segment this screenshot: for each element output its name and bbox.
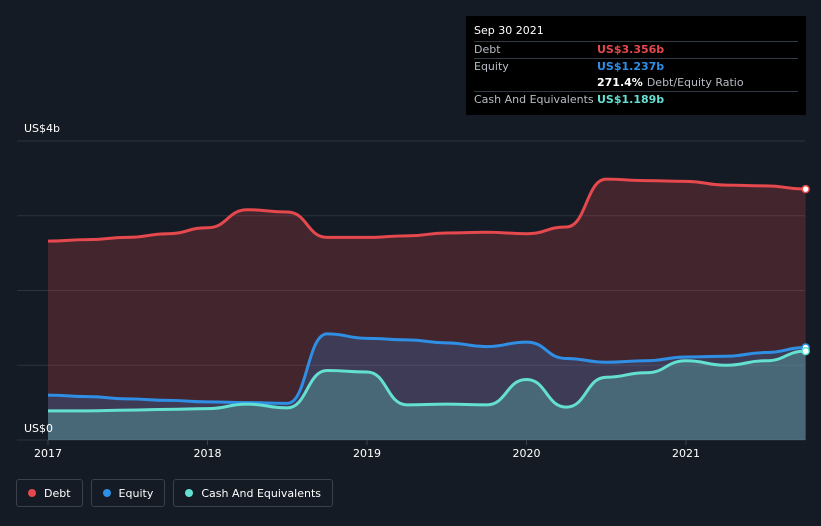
tooltip-cash-label: Cash And Equivalents xyxy=(474,93,594,106)
tooltip-debt-label: Debt xyxy=(474,43,501,56)
tooltip-row-equity: Equity US$1.237b xyxy=(474,58,798,75)
equity-line xyxy=(47,332,806,405)
equity-area xyxy=(48,333,806,440)
equity-dot-icon xyxy=(102,489,111,497)
tooltip-ratio-label: Debt/Equity Ratio xyxy=(646,76,744,89)
tooltip-debt-value: US$3.356b xyxy=(597,43,665,56)
legend-item-debt[interactable]: Debt xyxy=(16,479,83,507)
cash-dot-icon xyxy=(185,489,194,497)
tooltip-row-debt: Debt US$3.356b xyxy=(474,41,798,58)
legend-label-equity: Equity xyxy=(118,486,154,500)
tooltip-cash-value: US$1.189b xyxy=(597,93,665,106)
tooltip-row-cash: Cash And Equivalents US$1.189b xyxy=(474,91,798,108)
cash-and-equivalents-area xyxy=(48,351,806,440)
cash-and-equivalents-endpoint xyxy=(801,346,810,356)
tooltip-equity-value: US$1.237b xyxy=(597,60,665,73)
cash-and-equivalents-line xyxy=(48,349,806,413)
legend-item-equity[interactable]: Equity xyxy=(90,479,166,507)
chart-legend: Debt Equity Cash And Equivalents xyxy=(16,479,333,507)
x-tick-label: 2021 xyxy=(672,447,700,460)
x-tick-label: 2018 xyxy=(194,447,222,460)
x-tick-label: 2019 xyxy=(353,447,381,460)
debt-area xyxy=(48,179,806,440)
debt-dot-icon xyxy=(28,489,36,497)
y-label-bottom: US$0 xyxy=(24,422,53,435)
tooltip-date: Sep 30 2021 xyxy=(474,24,544,37)
tooltip-equity-label: Equity xyxy=(474,60,509,73)
legend-label-cash: Cash And Equivalents xyxy=(201,486,321,500)
x-tick-label: 2017 xyxy=(34,447,62,460)
legend-item-cash[interactable]: Cash And Equivalents xyxy=(173,479,333,507)
debt-endpoint xyxy=(801,184,810,194)
debt-line xyxy=(47,177,806,243)
data-tooltip: Sep 30 2021 Debt US$3.356b Equity US$1.2… xyxy=(466,16,806,115)
legend-label-debt: Debt xyxy=(44,486,71,500)
tooltip-row-ratio: 271.4% Debt/Equity Ratio xyxy=(474,75,798,91)
tooltip-ratio-value: 271.4% xyxy=(597,76,643,89)
y-label-top: US$4b xyxy=(24,122,60,135)
x-tick-label: 2020 xyxy=(513,447,541,460)
